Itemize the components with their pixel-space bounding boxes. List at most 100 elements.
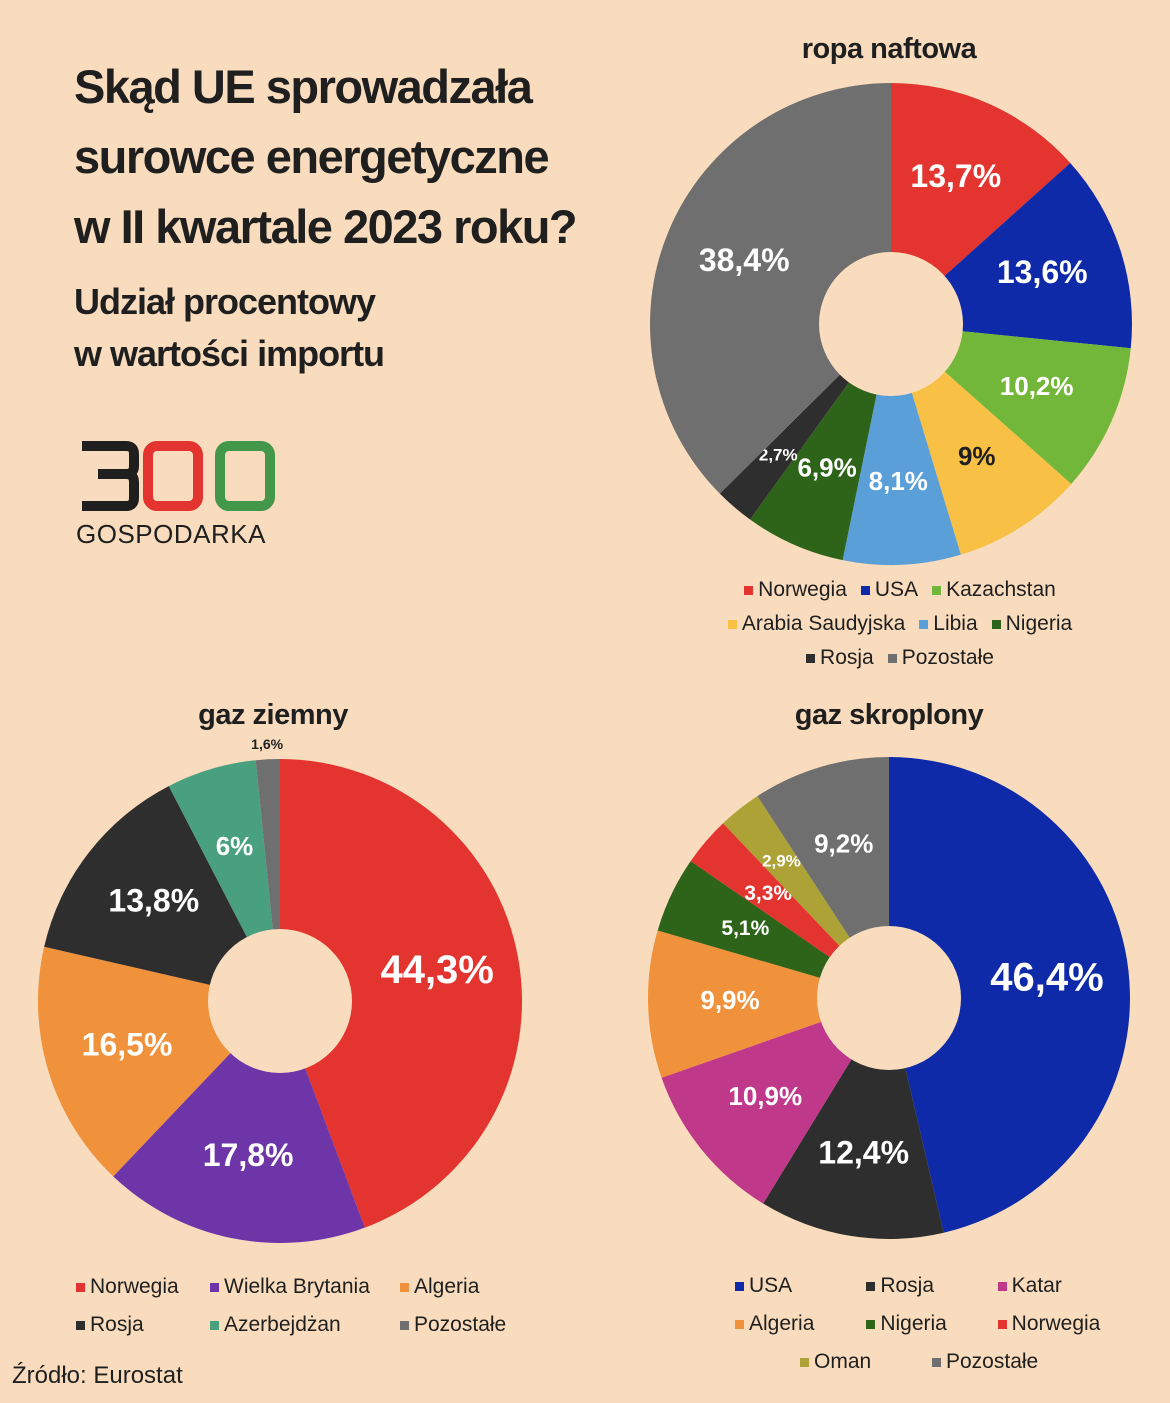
legend-gaz-ziemny: Norwegia Wielka Brytania Algeria Rosja Azerb…: [76, 1275, 536, 1351]
legend-label: Norwegia: [90, 1275, 179, 1298]
legend-swatch: [735, 1319, 744, 1329]
subtitle-line: w wartości importu: [74, 333, 385, 374]
legend-swatch: [860, 585, 870, 595]
legend-item: Wielka Brytania: [210, 1275, 400, 1299]
data-label: 10,9%: [728, 1081, 802, 1111]
legend-item: Pozostałe: [932, 1350, 1050, 1374]
legend-item: Norwegia: [76, 1275, 210, 1299]
legend-swatch: [991, 619, 1001, 629]
pie-slice-libia: [842, 324, 961, 565]
legend-label: Azerbejdżan: [224, 1313, 341, 1336]
data-label: 10,2%: [1000, 371, 1074, 401]
legend-label: USA: [874, 578, 919, 601]
legend-label: Algeria: [414, 1275, 480, 1298]
legend-item: Norwegia: [997, 1312, 1115, 1336]
legend-label: Rosja: [880, 1274, 935, 1297]
data-label: 6,9%: [797, 453, 856, 483]
legend-swatch: [76, 1320, 85, 1330]
legend-swatch: [400, 1320, 409, 1330]
legend-swatch: [932, 585, 942, 595]
legend-item: Katar: [997, 1274, 1115, 1298]
legend-label: Rosja: [820, 646, 874, 669]
pie-slice-norwegia: [280, 759, 522, 1228]
legend-swatch: [997, 1319, 1007, 1329]
pie-ropa-naftowa: 13,7% 13,6% 10,2% 9% 8,1% 6,9%2,7% 38,4%: [649, 83, 1132, 565]
legend-label: Pozostałe: [414, 1313, 507, 1336]
legend-swatch: [210, 1320, 219, 1330]
legend-item: Nigeria: [991, 612, 1073, 636]
legend-label: Katar: [1011, 1274, 1062, 1297]
data-label: 16,5%: [82, 1026, 173, 1062]
pie-slice-norwegia: [891, 83, 1071, 324]
title-line: w II kwartale 2023 roku?: [74, 200, 578, 253]
page-title: Skąd UE sprowadzała surowce energetyczne…: [74, 52, 578, 262]
legend-label: Wielka Brytania: [224, 1275, 370, 1298]
svg-text:GOSPODARKA: GOSPODARKA: [76, 519, 266, 548]
legend-label: Pozostałe: [946, 1350, 1039, 1373]
data-label: 9,9%: [700, 985, 759, 1015]
data-label: 3,3%: [744, 882, 792, 905]
legend-swatch: [866, 1319, 876, 1329]
legend-label: Libia: [933, 612, 978, 635]
donut-hole: [208, 929, 352, 1073]
legend-swatch: [806, 653, 816, 663]
data-label: 9,2%: [814, 828, 873, 858]
data-label: 38,4%: [699, 242, 790, 278]
legend-swatch: [932, 1357, 941, 1367]
legend-item: Azerbejdżan: [210, 1313, 400, 1337]
page-subtitle: Udział procentowy w wartości importu: [74, 276, 385, 380]
data-label: 5,1%: [721, 917, 769, 940]
logo-300gospodarka: GOSPODARKA: [76, 441, 275, 548]
legend-swatch: [727, 619, 737, 629]
legend-item: USA: [860, 578, 919, 602]
legend-swatch: [735, 1281, 744, 1291]
legend-item: Oman: [800, 1350, 918, 1374]
data-label: 44,3%: [380, 948, 493, 992]
legend-label: Norwegia: [1011, 1312, 1101, 1335]
pie-slice-algeria: [648, 930, 889, 1078]
pie-slice-kazachstan: [891, 324, 1131, 484]
legend-ropa: Norwegia USA Kazachstan Arabia Saudyjska Lib…: [700, 578, 1100, 680]
legend-item: Rosja: [76, 1313, 210, 1337]
legend-label: Oman: [814, 1350, 872, 1373]
legend-label: Algeria: [749, 1312, 815, 1335]
data-label: 9%: [958, 441, 996, 471]
chart-title-gaz-ziemny: gaz ziemny: [198, 699, 348, 731]
legend-item: Nigeria: [866, 1312, 983, 1336]
data-label: 17,8%: [203, 1137, 294, 1173]
legend-item: Algeria: [735, 1312, 852, 1336]
title-line: Skąd UE sprowadzała: [74, 60, 533, 113]
legend-swatch: [744, 585, 754, 595]
legend-swatch: [76, 1282, 85, 1292]
data-label: 1,6%: [251, 736, 283, 752]
legend-swatch: [887, 653, 897, 663]
legend-label: USA: [749, 1274, 793, 1297]
legend-item: Pozostałe: [887, 646, 994, 670]
legend-item: Libia: [919, 612, 978, 636]
legend-item: Arabia Saudyjska: [727, 612, 906, 636]
legend-label: Arabia Saudyjska: [741, 612, 906, 635]
pie-slice-pozostałe: [649, 83, 891, 494]
donut-hole: [819, 252, 963, 396]
legend-label: Pozostałe: [901, 646, 994, 669]
data-label: 46,4%: [990, 955, 1103, 999]
data-label: 2,7%: [759, 445, 798, 464]
pie-slice-katar: [661, 998, 889, 1204]
data-label: 13,6%: [997, 254, 1088, 290]
title-line: surowce energetyczne: [74, 130, 550, 183]
legend-swatch: [800, 1357, 809, 1367]
legend-label: Nigeria: [1005, 612, 1073, 635]
legend-label: Nigeria: [880, 1312, 947, 1335]
data-label: 6%: [216, 831, 254, 861]
source-note: Źródło: Eurostat: [12, 1362, 183, 1389]
legend-swatch: [210, 1282, 219, 1292]
pie-slice-usa: [889, 757, 1130, 1233]
legend-item: Norwegia: [744, 578, 847, 602]
legend-item: Rosja: [866, 1274, 983, 1298]
pie-gaz-ziemny: 44,3% 17,8% 16,5% 13,8% 6% 1,6%: [38, 736, 522, 1243]
legend-label: Norwegia: [758, 578, 847, 601]
legend-swatch: [919, 619, 929, 629]
legend-swatch: [997, 1281, 1007, 1291]
data-label: 13,7%: [910, 158, 1001, 194]
